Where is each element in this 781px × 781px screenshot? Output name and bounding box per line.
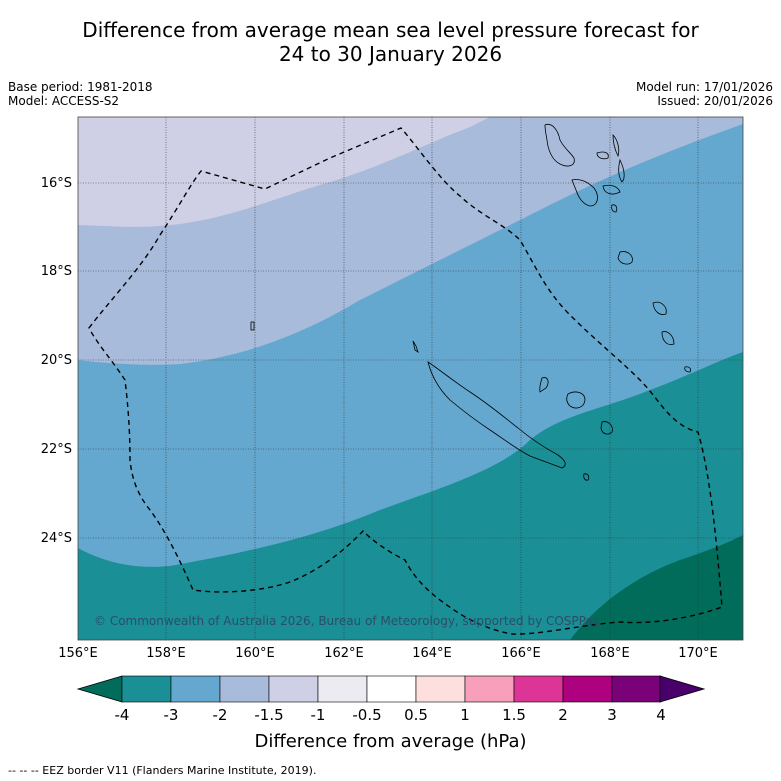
lat-label: 16°S bbox=[40, 176, 72, 191]
colorbar-tick-label: 4 bbox=[656, 706, 666, 724]
colorbar-box bbox=[611, 675, 662, 703]
meta-right: Model run: 17/01/2026 Issued: 20/01/2026 bbox=[636, 80, 773, 108]
erromango bbox=[652, 301, 667, 315]
title-line-2: 24 to 30 January 2026 bbox=[278, 42, 503, 66]
efate bbox=[617, 251, 633, 265]
issued-date: Issued: 20/01/2026 bbox=[657, 94, 773, 108]
colorbar-tick-label: -0.5 bbox=[352, 706, 382, 724]
colorbar-box bbox=[562, 675, 613, 703]
colorbar-tick-label: 0.5 bbox=[404, 706, 428, 724]
chesterfield-islands bbox=[250, 321, 255, 331]
colorbar-box bbox=[121, 675, 172, 703]
new-caledonia-island bbox=[427, 361, 566, 469]
colorbar-tick-label: -3 bbox=[163, 706, 179, 724]
lon-label: 156°E bbox=[58, 646, 98, 661]
colorbar-box bbox=[268, 675, 319, 703]
colorbar-tick-label: 1.5 bbox=[502, 706, 526, 724]
map-title: Difference from average mean sea level p… bbox=[0, 18, 781, 66]
malekula bbox=[571, 179, 598, 207]
colorbar-box bbox=[170, 675, 221, 703]
base-period: Base period: 1981-2018 bbox=[8, 80, 153, 94]
colorbar-tick-label: 3 bbox=[607, 706, 617, 724]
map-frame bbox=[77, 116, 744, 641]
copyright-text: © Commonwealth of Australia 2026, Bureau… bbox=[94, 614, 600, 628]
ouvea-island bbox=[539, 377, 549, 393]
lon-label: 164°E bbox=[412, 646, 452, 661]
lat-label: 18°S bbox=[40, 264, 72, 279]
lat-label: 22°S bbox=[40, 442, 72, 457]
epi bbox=[611, 204, 618, 213]
isle-of-pines bbox=[583, 473, 590, 481]
colorbar-extend-high bbox=[659, 675, 706, 703]
aneityum bbox=[684, 366, 692, 373]
model-run: Model run: 17/01/2026 bbox=[635, 80, 773, 94]
ambae bbox=[596, 151, 609, 160]
title-line-1: Difference from average mean sea level p… bbox=[82, 18, 699, 42]
lon-label: 168°E bbox=[590, 646, 630, 661]
colorbar-tick-label: -1.5 bbox=[254, 706, 284, 724]
lifou-island bbox=[566, 391, 586, 409]
lon-label: 166°E bbox=[501, 646, 541, 661]
lat-label: 24°S bbox=[40, 531, 72, 546]
colorbar-box bbox=[219, 675, 270, 703]
lon-label: 162°E bbox=[324, 646, 364, 661]
colorbar bbox=[76, 675, 706, 703]
colorbar-tick-label: -2 bbox=[212, 706, 228, 724]
colorbar-boxes bbox=[121, 675, 662, 703]
colorbar-box bbox=[317, 675, 368, 703]
colorbar-box bbox=[366, 675, 417, 703]
colorbar-tick-label: -1 bbox=[310, 706, 326, 724]
espiritu-santo bbox=[544, 123, 575, 167]
colorbar-tick-label: 1 bbox=[460, 706, 470, 724]
footnote-eez: -- -- -- EEZ border V11 (Flanders Marine… bbox=[8, 764, 317, 777]
mare-island bbox=[600, 421, 613, 435]
colorbar-box bbox=[415, 675, 466, 703]
colorbar-title: Difference from average (hPa) bbox=[254, 731, 527, 752]
lat-label: 20°S bbox=[40, 353, 72, 368]
colorbar-tick-label: -4 bbox=[114, 706, 130, 724]
map-area bbox=[78, 117, 743, 640]
band-minus4 bbox=[78, 352, 743, 640]
colorbar-box bbox=[464, 675, 515, 703]
lon-label: 160°E bbox=[235, 646, 275, 661]
model-name: Model: ACCESS-S2 bbox=[8, 94, 120, 108]
tanna bbox=[661, 331, 675, 345]
colorbar-box bbox=[513, 675, 564, 703]
lon-label: 158°E bbox=[146, 646, 186, 661]
maewo bbox=[612, 134, 620, 158]
ambrym bbox=[602, 184, 621, 195]
meta-left: Base period: 1981-2018 Model: ACCESS-S2 bbox=[8, 80, 153, 108]
lon-label: 170°E bbox=[678, 646, 718, 661]
eez-border bbox=[88, 127, 723, 635]
belep-islands bbox=[412, 340, 419, 353]
colorbar-tick-label: 2 bbox=[558, 706, 568, 724]
graticule bbox=[78, 117, 743, 640]
colorbar-extend-low bbox=[76, 675, 123, 703]
pentecost bbox=[618, 158, 625, 183]
